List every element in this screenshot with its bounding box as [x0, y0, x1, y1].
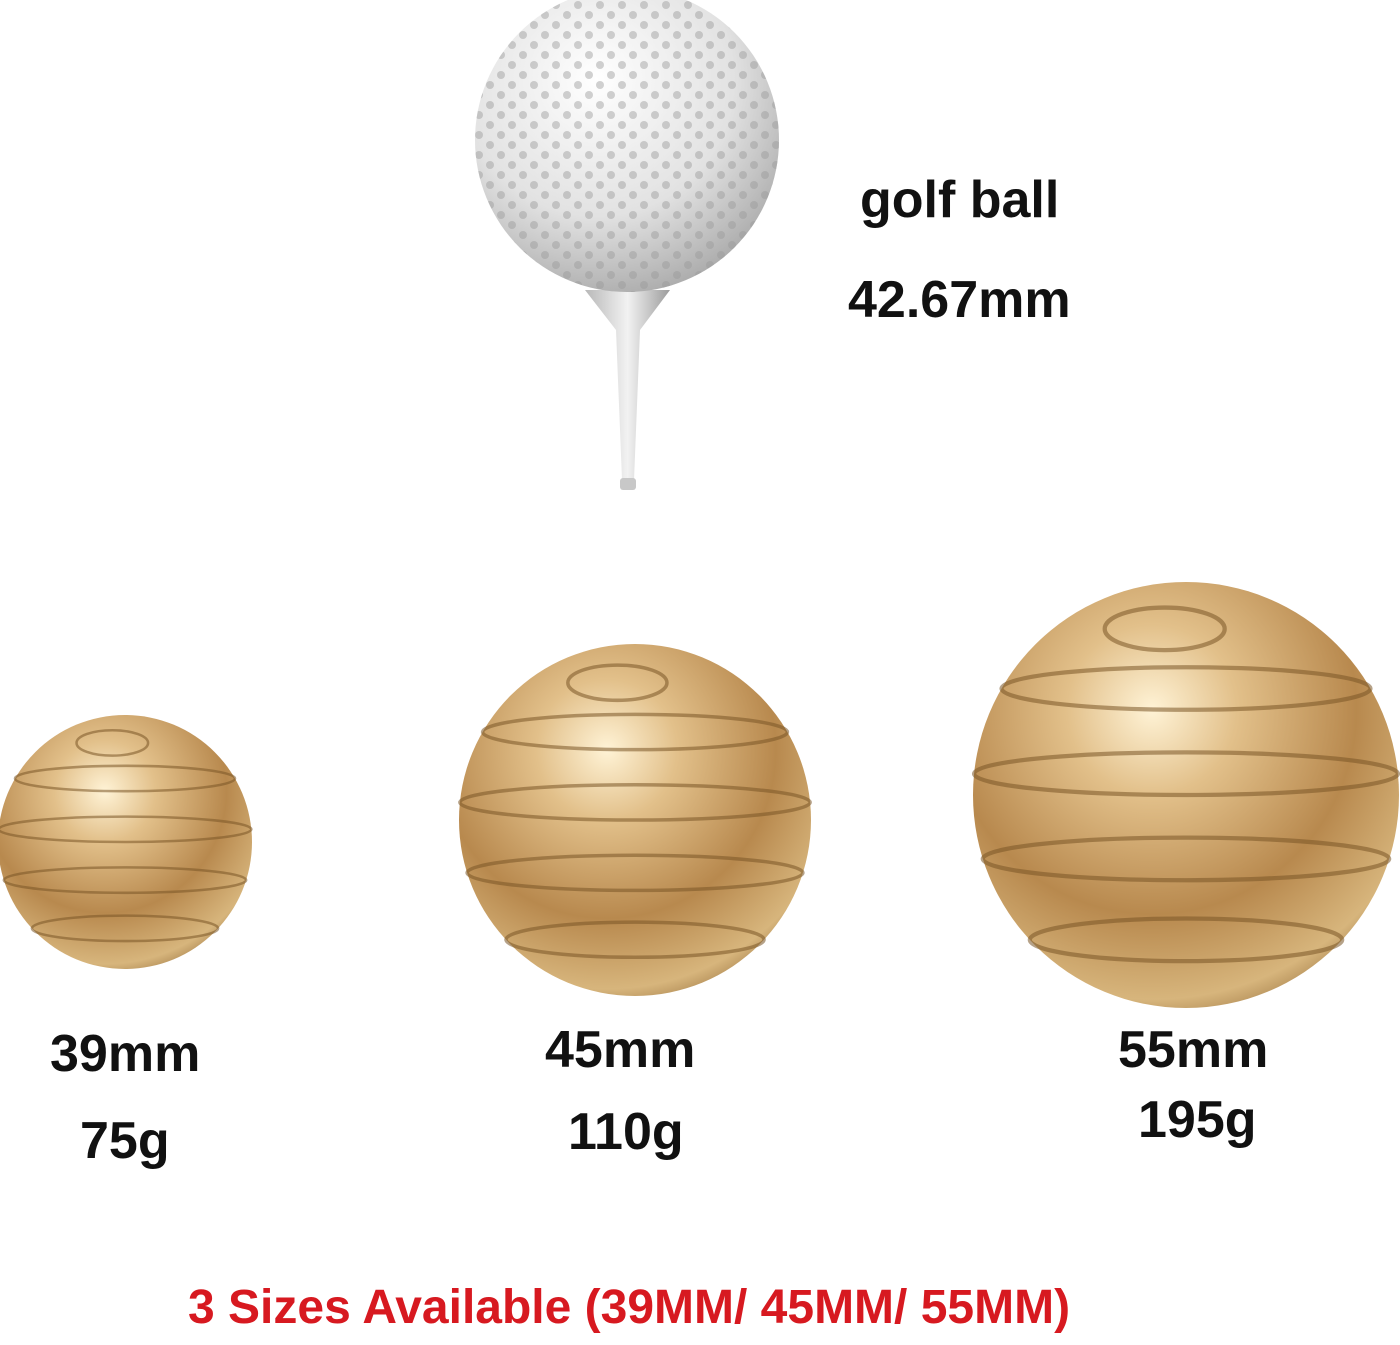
size-1-weight: 75g: [80, 1112, 170, 1170]
ball-groove: [458, 783, 812, 822]
ball-groove: [1102, 605, 1227, 653]
ball-groove: [30, 914, 220, 943]
size-3-weight: 195g: [1138, 1091, 1257, 1149]
golf-ball-name: golf ball: [860, 171, 1060, 229]
ball-groove: [972, 750, 1400, 798]
ball-groove: [480, 712, 790, 752]
size-2-diameter: 45mm: [545, 1021, 696, 1079]
spinning-ball-2: [458, 644, 812, 996]
golf-tee: [585, 290, 670, 480]
golf-ball-diameter: 42.67mm: [848, 271, 1071, 329]
golf-ball-image: [475, 0, 779, 490]
size-2-weight: 110g: [568, 1103, 684, 1161]
size-1-diameter: 39mm: [50, 1025, 201, 1083]
ball-groove: [1027, 916, 1345, 964]
spinning-ball-1: [0, 715, 253, 969]
ball-groove: [465, 853, 805, 893]
sizes-available-caption: 3 Sizes Available (39MM/ 45MM/ 55MM): [188, 1281, 1071, 1334]
ball-groove: [2, 866, 248, 895]
ball-groove: [504, 920, 766, 960]
ball-groove: [999, 665, 1373, 712]
ball-groove: [0, 815, 253, 844]
ball-groove: [13, 764, 237, 793]
ball-groove: [566, 663, 669, 703]
ball-groove: [75, 728, 150, 757]
size-3-diameter: 55mm: [1118, 1021, 1269, 1079]
spinning-ball-3: [972, 582, 1400, 1008]
ball-groove: [980, 835, 1392, 883]
